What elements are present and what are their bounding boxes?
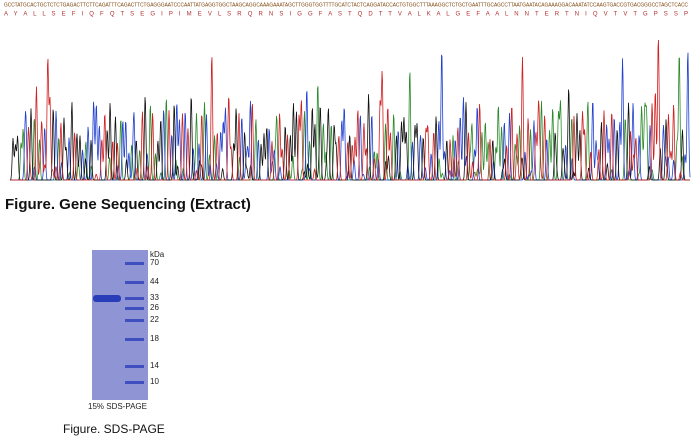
marker-label: 70	[150, 258, 159, 267]
caption: Figure. SDS-PAGE	[63, 422, 165, 436]
marker-label: 22	[150, 315, 159, 324]
dna-sequence: GCCTATGCACTGCTCTCTGAGACTTCTTCAGATTTCAGAC…	[4, 2, 688, 8]
marker-label: 10	[150, 377, 159, 386]
marker-label: 14	[150, 361, 159, 370]
caption: Figure. Gene Sequencing (Extract)	[5, 196, 251, 213]
marker-label: 33	[150, 293, 159, 302]
ladder	[125, 262, 144, 384]
marker-label: 26	[150, 303, 159, 312]
gel-label: 15% SDS-PAGE	[88, 402, 147, 411]
chromatogram	[9, 39, 691, 181]
gel-lane	[92, 250, 148, 400]
sample-band	[93, 295, 121, 302]
gel	[92, 250, 148, 400]
unit-label: kDa	[150, 250, 165, 259]
marker-label: 18	[150, 334, 159, 343]
protein-sequence: A Y A L L S E F I Q F Q T S E G I P I M …	[4, 12, 688, 18]
marker-label: 44	[150, 277, 159, 286]
trace	[10, 39, 690, 181]
